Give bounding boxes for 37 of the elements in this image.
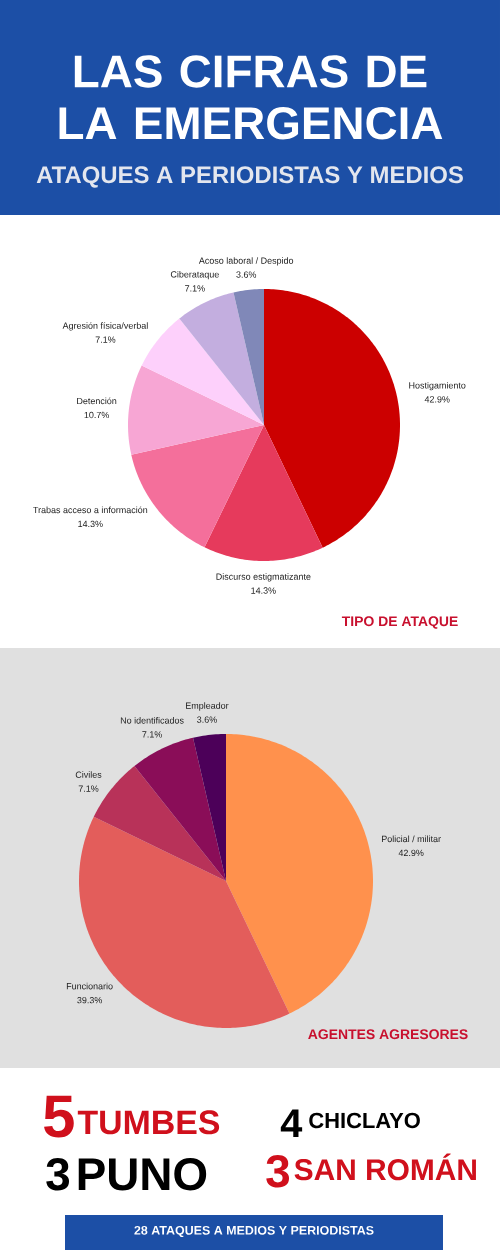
data-label: 3.6%	[236, 271, 257, 278]
data-label: 42.9%	[398, 849, 424, 857]
text: AGENTES AGRESORES	[308, 1029, 468, 1040]
slice-label: Agresión física/verbal	[62, 322, 148, 331]
slice-label: Acoso laboral / Despido	[198, 257, 294, 266]
data-label: 4	[280, 1109, 303, 1137]
data-label: 10.7%	[84, 411, 109, 419]
category-label: CHICLAYO	[309, 1112, 420, 1129]
text: ATAQUES A PERIODISTAS Y MEDIOS	[36, 166, 463, 188]
slice-label: Funcionario	[66, 982, 113, 990]
text: 28 ATAQUES A MEDIOS Y PERIODISTAS	[134, 1225, 374, 1238]
slice-label: Policial / militar	[381, 835, 441, 843]
slice-label: No identificados	[120, 717, 184, 724]
slice-label: Hostigamiento	[409, 381, 466, 391]
slice-label: Ciberataque	[170, 270, 219, 280]
data-label: 14.3%	[78, 520, 103, 528]
data-label: 3	[46, 1157, 70, 1191]
text: LAS CIFRAS DE LA EMERGENCIA	[59, 55, 443, 140]
slice-label: Detención	[77, 397, 117, 405]
data-label: 42.9%	[424, 396, 450, 403]
data-label: 7.1%	[185, 285, 205, 292]
text: TIPO DE ATAQUE	[341, 616, 458, 629]
data-label: 3.6%	[197, 716, 217, 723]
data-label: 39.3%	[77, 996, 102, 1004]
data-label: 3	[266, 1154, 290, 1188]
slice-label: Empleador	[186, 702, 229, 711]
slice-label: Discurso estigmatizante	[216, 573, 311, 582]
data-label: 14.3%	[251, 587, 276, 594]
data-label: 7.1%	[78, 785, 99, 792]
slice-label: Civiles	[75, 771, 102, 778]
category-label: TUMBES	[77, 1110, 220, 1135]
category-label: SAN ROMÁN	[294, 1153, 476, 1181]
data-label: 5	[44, 1095, 74, 1138]
slice-label: Trabas acceso a información	[33, 506, 148, 514]
category-label: PUNO	[78, 1157, 207, 1191]
data-label: 7.1%	[95, 336, 116, 343]
data-label: 7.1%	[142, 731, 162, 738]
